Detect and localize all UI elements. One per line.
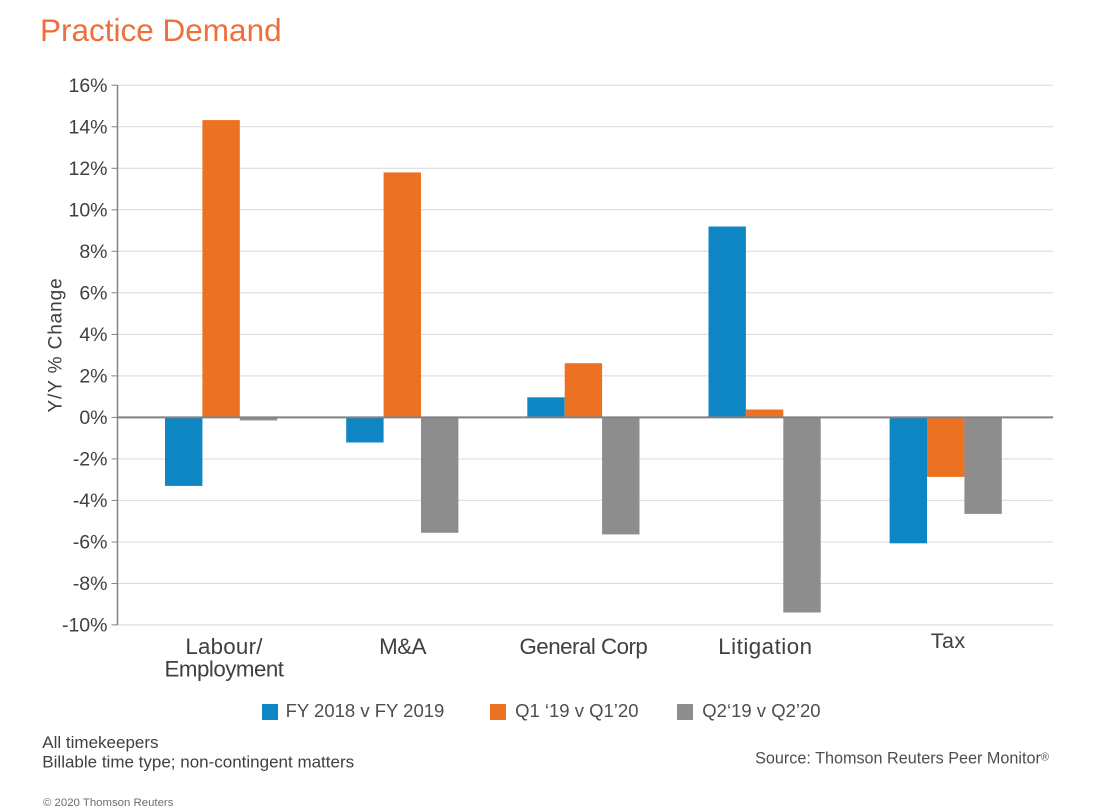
svg-text:Billable time type; non-contin: Billable time type; non-contingent matte… <box>42 752 354 771</box>
svg-text:12%: 12% <box>68 158 107 180</box>
svg-text:-8%: -8% <box>73 573 108 595</box>
svg-text:2%: 2% <box>79 366 107 388</box>
svg-text:4%: 4% <box>79 324 107 346</box>
svg-text:Litigation: Litigation <box>718 634 812 659</box>
svg-text:8%: 8% <box>79 241 107 263</box>
svg-text:Labour/: Labour/ <box>185 634 263 659</box>
svg-text:Tax: Tax <box>931 629 966 653</box>
svg-text:Employment: Employment <box>165 656 285 681</box>
svg-text:0%: 0% <box>79 407 107 429</box>
svg-text:Q1 ‘19 v Q1’20: Q1 ‘19 v Q1’20 <box>515 700 638 721</box>
svg-text:© 2020 Thomson Reuters: © 2020 Thomson Reuters <box>43 797 174 809</box>
svg-text:General Corp: General Corp <box>519 634 647 659</box>
svg-text:M&A: M&A <box>379 634 426 659</box>
svg-text:FY 2018 v FY 2019: FY 2018 v FY 2019 <box>286 700 445 721</box>
svg-text:Practice Demand: Practice Demand <box>40 12 282 48</box>
svg-text:Q2‘19 v Q2’20: Q2‘19 v Q2’20 <box>702 700 820 721</box>
svg-text:14%: 14% <box>68 116 107 138</box>
svg-text:6%: 6% <box>79 282 107 304</box>
svg-text:All timekeepers: All timekeepers <box>42 733 158 752</box>
svg-text:-10%: -10% <box>62 615 108 637</box>
svg-text:-6%: -6% <box>73 532 108 554</box>
svg-text:-2%: -2% <box>73 449 108 471</box>
svg-text:10%: 10% <box>68 199 107 221</box>
svg-text:Source: Thomson Reuters Peer M: Source: Thomson Reuters Peer Monitor® <box>755 750 1049 768</box>
svg-text:16%: 16% <box>68 75 107 97</box>
svg-text:-4%: -4% <box>73 490 108 512</box>
svg-text:Y/Y % Change: Y/Y % Change <box>46 277 67 412</box>
